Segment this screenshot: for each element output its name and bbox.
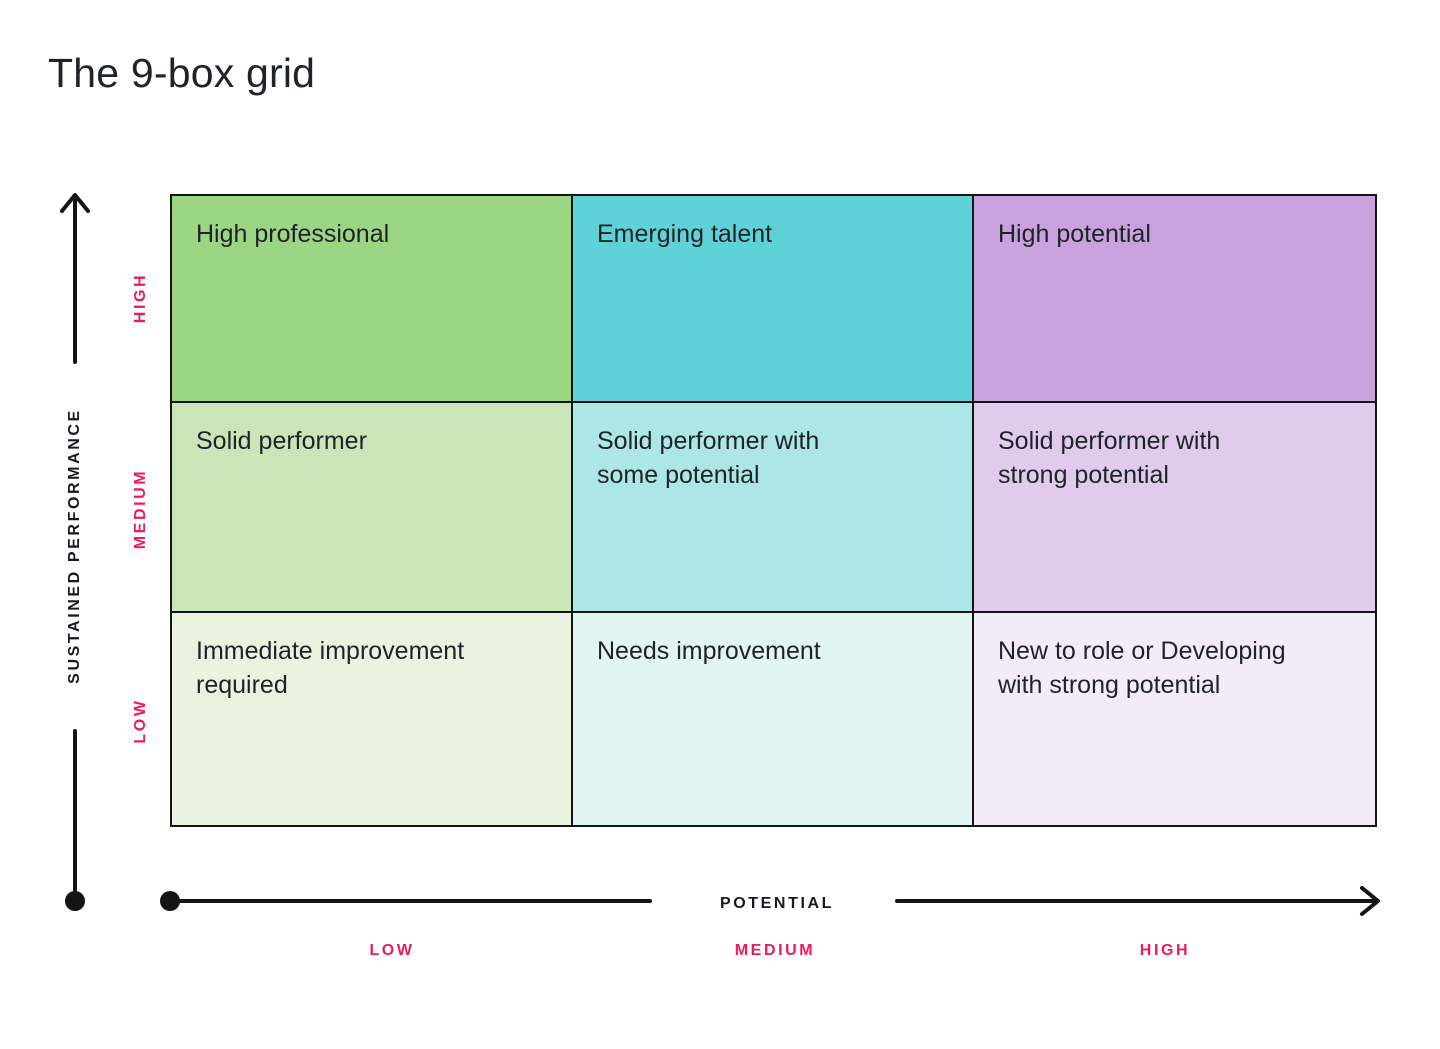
grid-cell-needs-improvement: Needs improvement — [573, 613, 974, 825]
x-axis-tick-high: HIGH — [1139, 942, 1191, 959]
cell-label: High potential — [998, 220, 1151, 248]
cell-label: New to role or Developing with strong po… — [998, 637, 1286, 699]
grid-cell-solid-performer: Solid performer — [172, 403, 573, 613]
grid-cell-immediate-improvement-required: Immediate improvement required — [172, 613, 573, 825]
y-axis-tick-low: LOW — [132, 698, 149, 744]
grid-cell-solid-performer-strong-potential: Solid performer with strong potential — [974, 403, 1375, 613]
cell-label: Emerging talent — [597, 220, 773, 248]
y-axis-tick-high: HIGH — [132, 272, 149, 324]
y-axis-tick-medium: MEDIUM — [132, 468, 149, 550]
grid-cell-solid-performer-some-potential: Solid performer with some potential — [573, 403, 974, 613]
y-axis-title: SUSTAINED PERFORMANCE — [66, 408, 83, 684]
x-axis-title: POTENTIAL — [719, 895, 835, 912]
page-title: The 9-box grid — [48, 50, 316, 96]
grid-cell-new-to-role: New to role or Developing with strong po… — [974, 613, 1375, 825]
grid-cell-high-professional: High professional — [172, 196, 573, 403]
nine-box-grid: High professional Emerging talent High p… — [170, 194, 1377, 827]
cell-label: Immediate improvement required — [196, 637, 465, 699]
cell-label: Solid performer — [196, 427, 367, 455]
x-axis-arrowhead-icon — [1360, 886, 1380, 916]
x-axis-tick-medium: MEDIUM — [734, 942, 816, 959]
cell-label: Needs improvement — [597, 637, 821, 665]
cell-label: High professional — [196, 220, 390, 248]
cell-label: Solid performer with some potential — [597, 427, 820, 489]
x-axis-tick-low: LOW — [369, 942, 415, 959]
grid-cell-emerging-talent: Emerging talent — [573, 196, 974, 403]
cell-label: Solid performer with strong potential — [998, 427, 1221, 489]
y-axis-origin-dot — [65, 891, 85, 911]
grid-cell-high-potential: High potential — [974, 196, 1375, 403]
